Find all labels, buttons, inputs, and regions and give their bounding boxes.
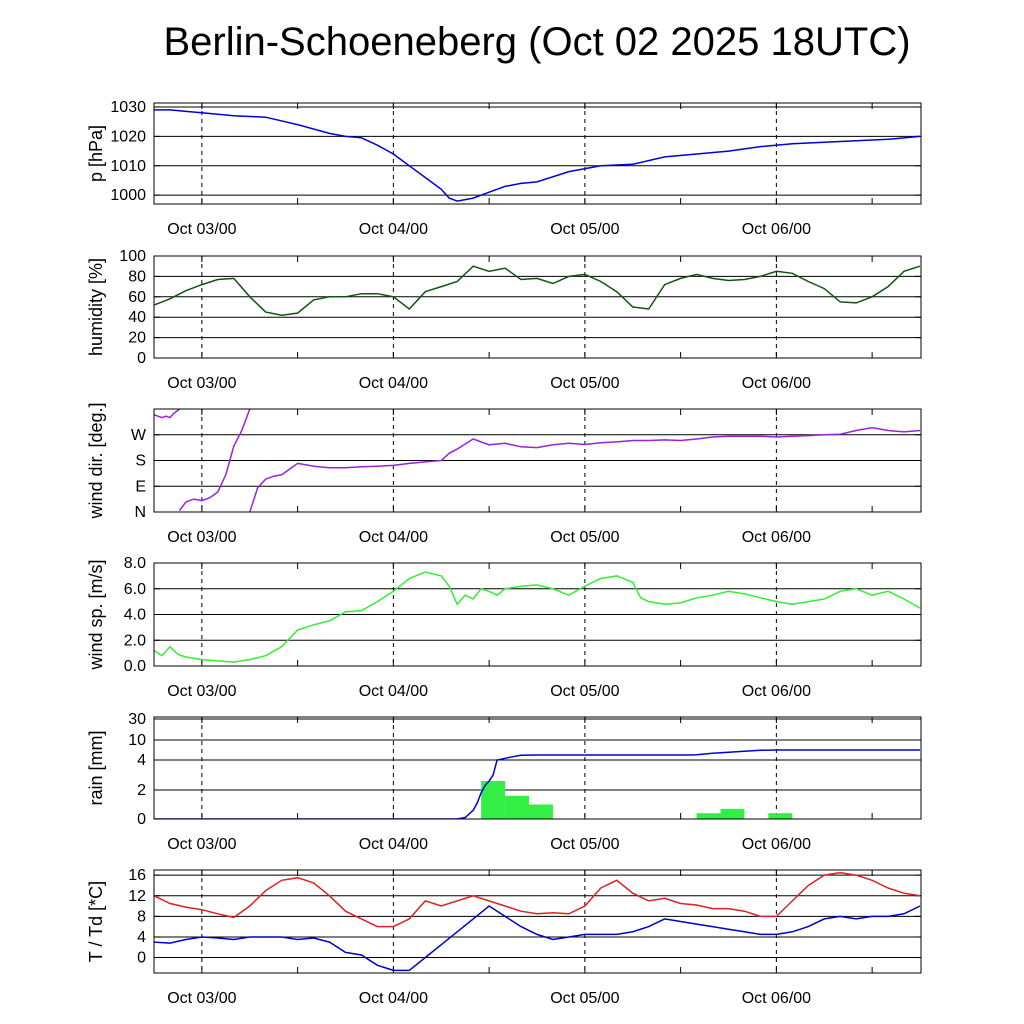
xtick-label: Oct 06/00 <box>742 990 811 1007</box>
ytick-label: 1020 <box>110 128 146 145</box>
ytick-label: 60 <box>128 289 146 306</box>
rain-bar <box>529 804 553 819</box>
ytick-label: 8 <box>137 908 146 925</box>
y-axis-label: wind dir. [deg.] <box>86 402 106 519</box>
ytick-label: 1010 <box>110 158 146 175</box>
ytick-label: N <box>134 504 146 521</box>
rain-bar <box>481 781 506 819</box>
xtick-label: Oct 03/00 <box>167 683 236 700</box>
ytick-label: S <box>135 453 146 470</box>
rain-bar <box>696 813 721 819</box>
series-line <box>154 109 921 202</box>
ytick-label: 10 <box>128 732 146 749</box>
xtick-label: Oct 04/00 <box>359 221 428 238</box>
ytick-label: 12 <box>128 888 146 905</box>
xtick-label: Oct 04/00 <box>359 836 428 853</box>
y-axis-label: p [hPa] <box>86 125 106 182</box>
panel-6: 0 4 8 12 16 Oct 03/00 Oct 04/00 Oct 05/00 Oct 06… <box>86 867 922 1007</box>
ytick-label: 2 <box>137 782 146 799</box>
series-line <box>249 426 921 512</box>
xtick-label: Oct 05/00 <box>550 375 619 392</box>
ytick-label: 0 <box>137 811 146 828</box>
plot-frame <box>153 408 922 513</box>
series-line <box>154 265 921 316</box>
ytick-label: 40 <box>128 309 146 326</box>
ytick-label: 0 <box>137 950 146 967</box>
xtick-label: Oct 06/00 <box>742 375 811 392</box>
ytick-label: E <box>135 478 146 495</box>
xtick-label: Oct 03/00 <box>167 836 236 853</box>
plot-frame <box>153 562 922 667</box>
plot-frame <box>153 716 922 820</box>
series-line <box>154 749 920 819</box>
rain-bar <box>720 808 745 819</box>
ytick-label: 16 <box>128 867 146 884</box>
plot-frame <box>153 102 922 205</box>
xtick-label: Oct 05/00 <box>550 529 619 546</box>
xtick-label: Oct 04/00 <box>359 990 428 1007</box>
y-axis-label: T / Td [*C] <box>86 881 106 962</box>
xtick-label: Oct 05/00 <box>550 990 619 1007</box>
series-line <box>154 905 921 972</box>
series-line <box>154 571 921 663</box>
xtick-label: Oct 04/00 <box>359 683 428 700</box>
plot-frame <box>153 255 922 359</box>
xtick-label: Oct 03/00 <box>167 221 236 238</box>
xtick-label: Oct 03/00 <box>167 990 236 1007</box>
xtick-label: Oct 05/00 <box>550 221 619 238</box>
y-axis-label: wind sp. [m/s] <box>86 559 106 670</box>
ytick-label: 0.0 <box>124 658 146 675</box>
xtick-label: Oct 06/00 <box>742 221 811 238</box>
ytick-label: 4.0 <box>124 607 146 624</box>
xtick-label: Oct 06/00 <box>742 683 811 700</box>
ytick-label: 4 <box>137 929 146 946</box>
rain-bar <box>768 813 793 819</box>
panel-2: 0 20 40 60 80 100 Oct 03/00 Oct 04/00 Oct 05/00 O… <box>86 248 922 392</box>
xtick-label: Oct 05/00 <box>550 683 619 700</box>
ytick-label: 100 <box>119 248 146 265</box>
ytick-label: W <box>131 427 147 444</box>
ytick-label: 2.0 <box>124 632 146 649</box>
series-line <box>178 409 251 512</box>
chart-title: Berlin-Schoeneberg (Oct 02 2025 18UTC) <box>163 20 911 64</box>
ytick-label: 20 <box>128 330 146 347</box>
ytick-label: 6.0 <box>124 581 146 598</box>
ytick-label: 0 <box>137 350 146 367</box>
xtick-label: Oct 04/00 <box>359 375 428 392</box>
plot-frame <box>153 869 922 974</box>
series-line <box>154 409 180 419</box>
xtick-label: Oct 06/00 <box>742 529 811 546</box>
series-line <box>154 871 921 928</box>
y-axis-label: humidity [%] <box>86 258 106 356</box>
ytick-label: 1030 <box>110 99 146 116</box>
ytick-label: 4 <box>137 752 146 769</box>
xtick-label: Oct 06/00 <box>742 836 811 853</box>
ytick-label: 80 <box>128 268 146 285</box>
panel-5: 0 2 4 10 30 Oct 03/00 Oct 04/00 Oct 05/00 Oct 06… <box>86 711 922 853</box>
panel-4: 0.0 2.0 4.0 6.0 8.0 Oct 03/00 Oct 04/00 Oct 05/… <box>86 555 922 700</box>
xtick-label: Oct 03/00 <box>167 529 236 546</box>
ytick-label: 8.0 <box>124 555 146 572</box>
ytick-label: 30 <box>128 711 146 728</box>
panel-1: 1000 1010 1020 1030 Oct 03/00 Oct 04/00 Oct 05… <box>86 99 922 238</box>
y-axis-label: rain [mm] <box>86 730 106 805</box>
ytick-label: 1000 <box>110 187 146 204</box>
xtick-label: Oct 03/00 <box>167 375 236 392</box>
rain-bar <box>505 795 530 819</box>
xtick-label: Oct 05/00 <box>550 836 619 853</box>
xtick-label: Oct 04/00 <box>359 529 428 546</box>
